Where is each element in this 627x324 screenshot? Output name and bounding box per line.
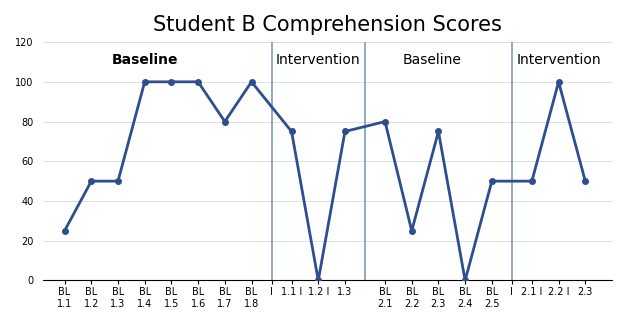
Text: Intervention: Intervention [516, 53, 601, 67]
Text: Baseline: Baseline [112, 53, 178, 67]
Text: Intervention: Intervention [276, 53, 361, 67]
Text: Baseline: Baseline [403, 53, 461, 67]
Title: Student B Comprehension Scores: Student B Comprehension Scores [153, 15, 502, 35]
